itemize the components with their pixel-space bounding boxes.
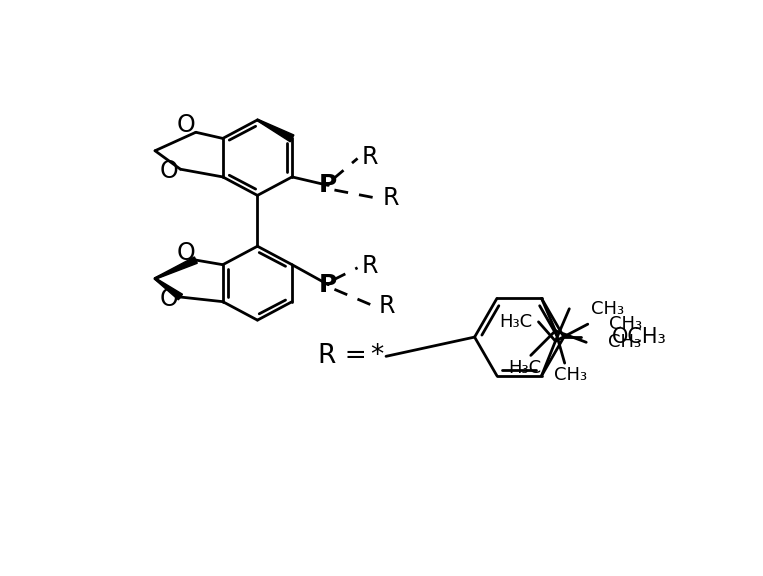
Text: O: O xyxy=(159,159,179,183)
Polygon shape xyxy=(155,257,198,279)
Text: R: R xyxy=(362,254,378,278)
Text: H₃C: H₃C xyxy=(499,313,533,331)
Text: CH₃: CH₃ xyxy=(610,315,642,333)
Text: O: O xyxy=(159,287,179,310)
Text: CH₃: CH₃ xyxy=(608,334,641,351)
Text: OCH₃: OCH₃ xyxy=(612,327,666,347)
Text: CH₃: CH₃ xyxy=(591,300,624,318)
Text: R: R xyxy=(362,145,378,169)
Text: *: * xyxy=(370,343,384,369)
Text: R: R xyxy=(382,187,399,210)
Text: R: R xyxy=(378,294,395,319)
Text: R =: R = xyxy=(317,343,366,369)
Polygon shape xyxy=(155,278,182,300)
Text: P: P xyxy=(319,173,337,198)
Text: H₃C: H₃C xyxy=(508,359,541,377)
Polygon shape xyxy=(257,119,294,142)
Text: O: O xyxy=(176,112,195,137)
Text: P: P xyxy=(319,272,337,297)
Text: CH₃: CH₃ xyxy=(554,366,588,384)
Text: O: O xyxy=(176,241,195,265)
